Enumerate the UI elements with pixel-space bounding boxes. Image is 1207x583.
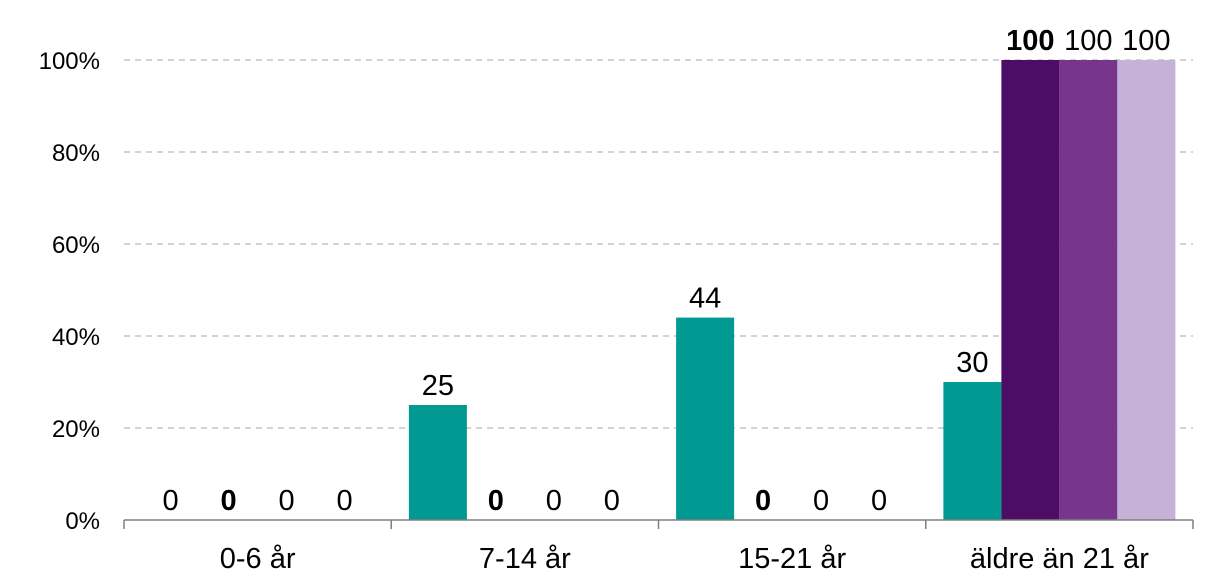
y-tick-label: 20% [52,416,100,443]
bars [408,60,1176,520]
data-label: 0 [488,485,504,517]
data-label: 30 [956,347,988,379]
data-label: 0 [163,485,179,517]
data-label: 44 [689,283,721,315]
data-label: 0 [337,485,353,517]
labels: 0% 20% 40% 60% 80% 100% 0-6 år 7-14 år 15-21 år ä… [39,25,1171,575]
bar [1001,60,1060,520]
y-tick-label: 80% [52,140,100,167]
axes [123,519,1194,529]
data-label: 100 [1006,25,1054,57]
y-tick-label: 60% [52,232,100,259]
data-label: 0 [871,485,887,517]
bar [408,405,467,520]
data-label: 25 [422,370,454,402]
x-tick-label: 15-21 år [738,543,846,575]
data-label: 0 [279,485,295,517]
bar [1059,60,1118,520]
y-tick-label: 0% [65,508,100,535]
bar [1117,60,1176,520]
bar [676,317,735,520]
x-tick-label: 0-6 år [220,543,296,575]
x-tick-label: 7-14 år [479,543,571,575]
data-label: 0 [546,485,562,517]
gridlines [124,59,1193,429]
bar [943,382,1002,520]
data-label: 0 [604,485,620,517]
data-label: 0 [755,485,771,517]
x-tick-label: äldre än 21 år [970,543,1149,575]
data-label: 0 [813,485,829,517]
y-tick-label: 40% [52,324,100,351]
data-label: 100 [1122,25,1170,57]
data-label: 100 [1064,25,1112,57]
data-label: 0 [221,485,237,517]
y-tick-label: 100% [39,48,100,75]
